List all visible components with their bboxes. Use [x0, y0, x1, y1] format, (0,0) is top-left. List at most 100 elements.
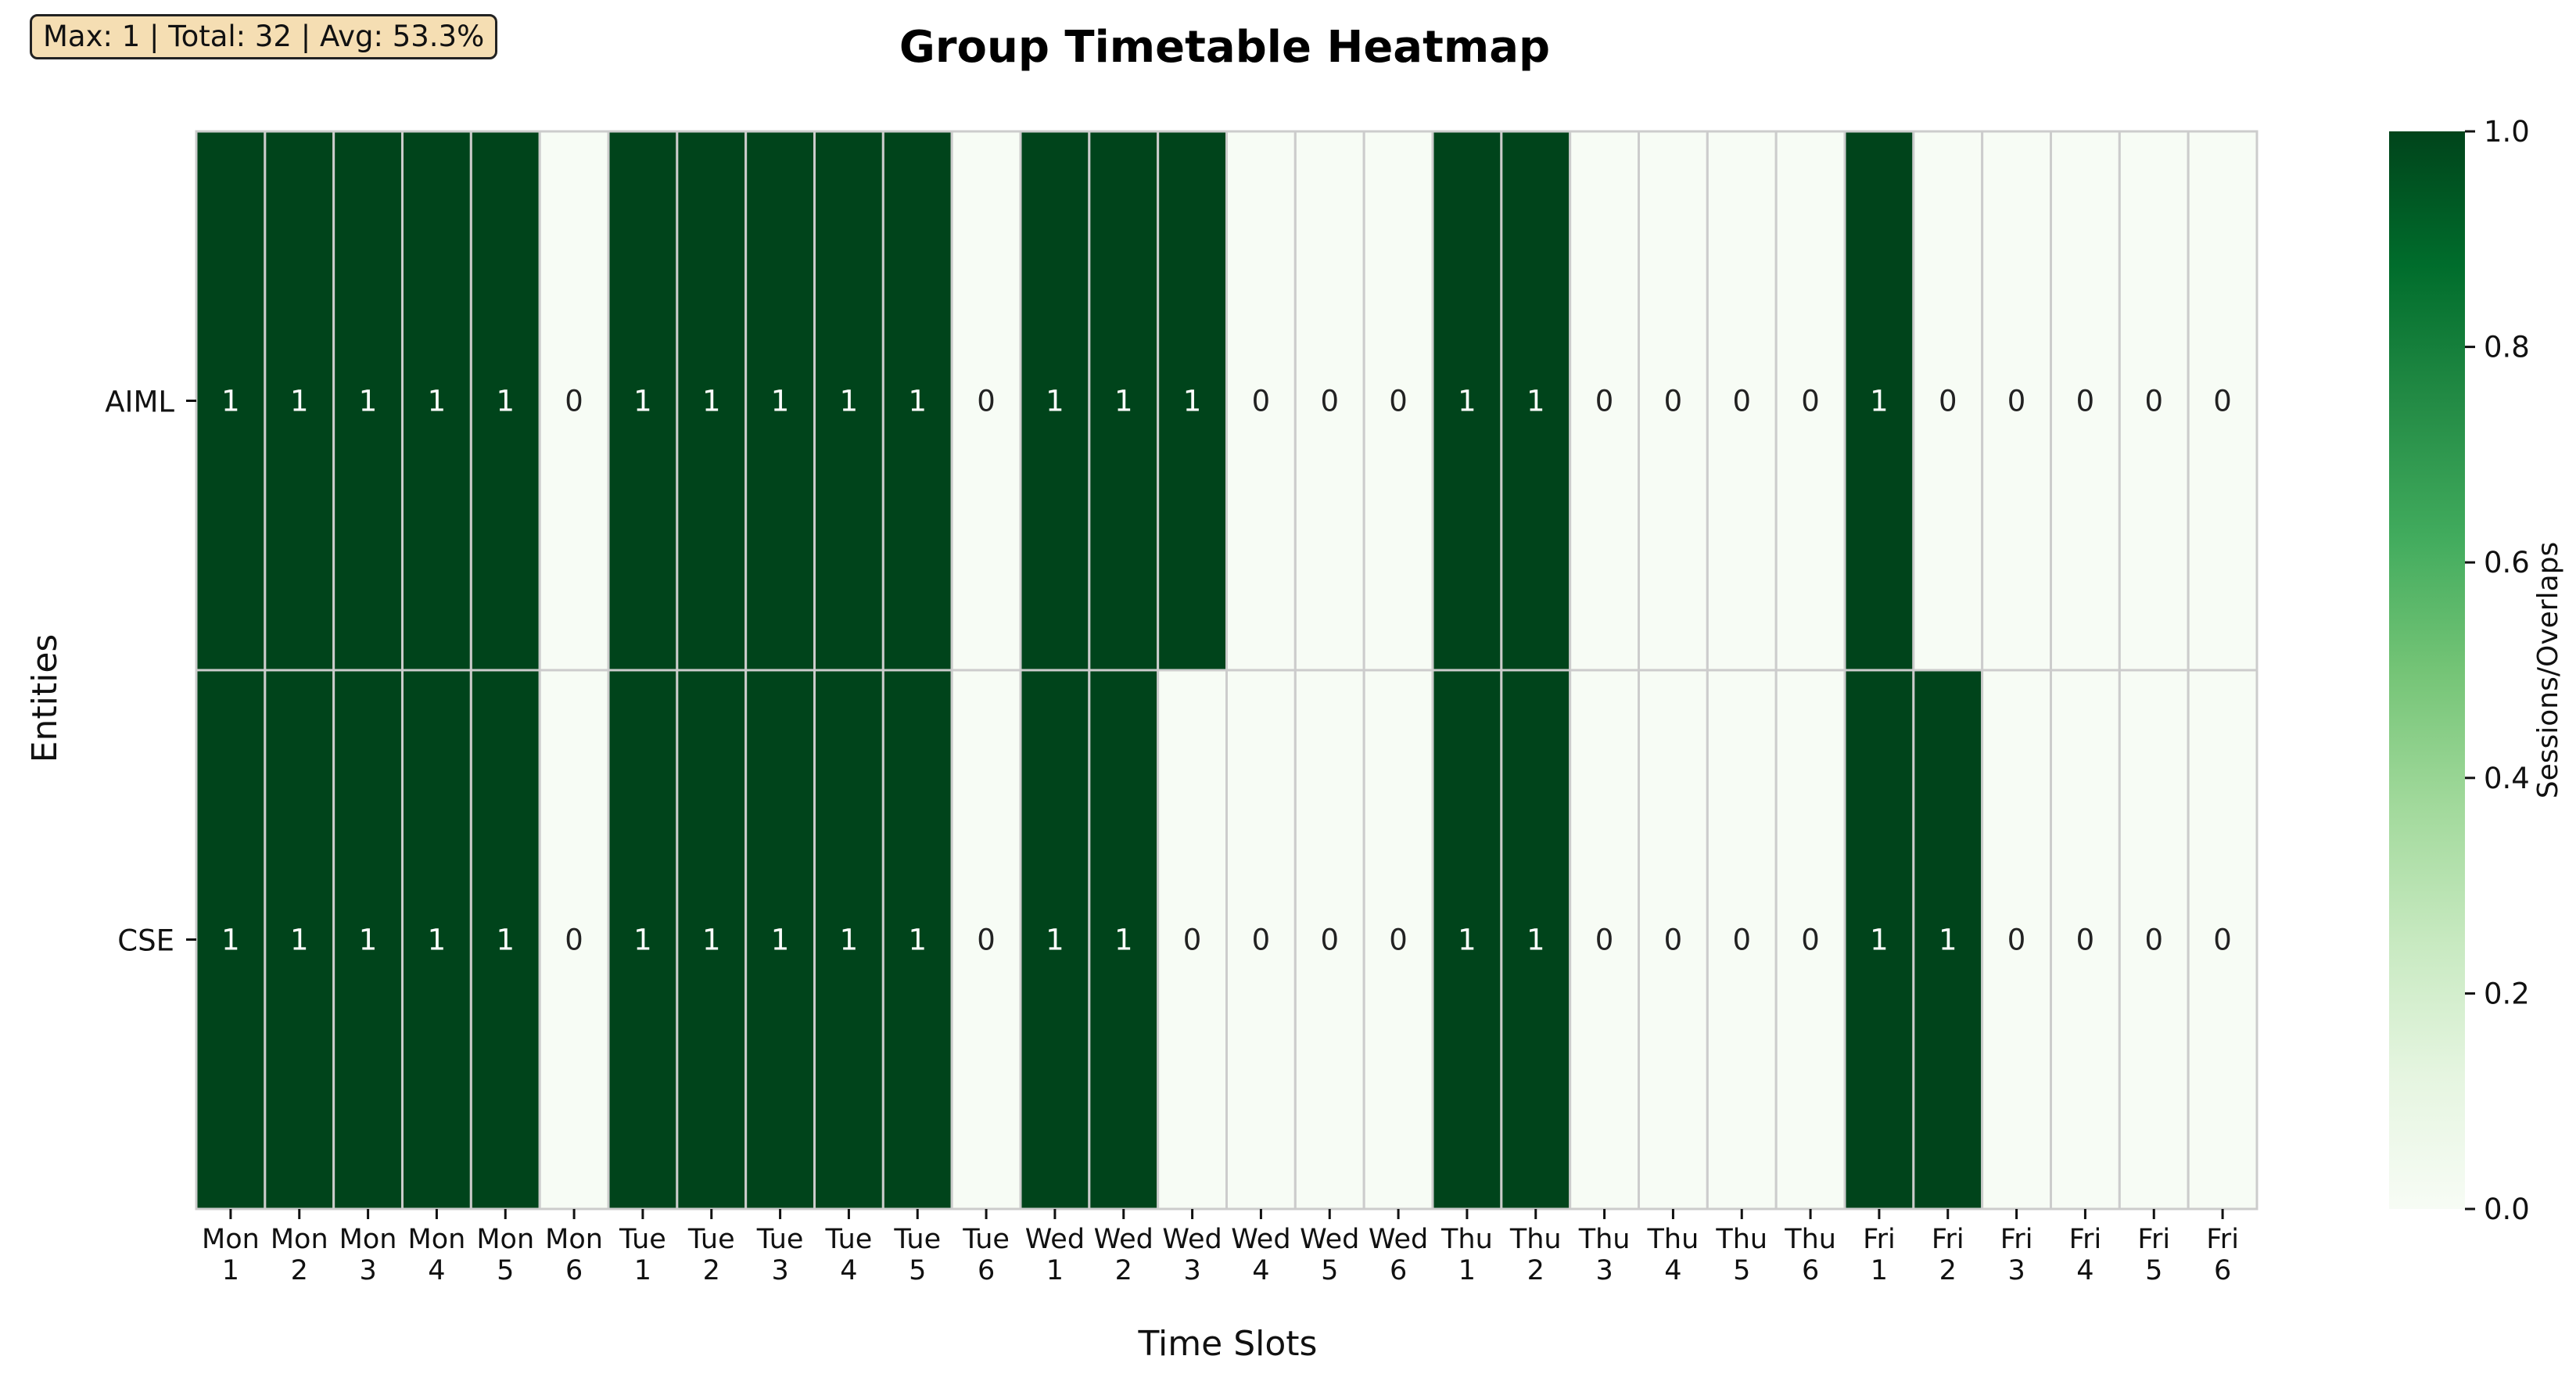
- heatmap-cell: [1912, 130, 1984, 672]
- colorbar: [2389, 131, 2465, 1209]
- heatmap-cell: [332, 130, 404, 672]
- cell-value-label: 1: [702, 924, 721, 957]
- x-tick-label: Thu 3: [1578, 1224, 1631, 1286]
- cell-value-label: 0: [1320, 385, 1339, 418]
- cell-value-label: 1: [496, 385, 515, 418]
- cell-value-label: 0: [2076, 385, 2095, 418]
- heatmap-cell: [950, 669, 1022, 1211]
- x-tick-label: Fri 1: [1863, 1224, 1896, 1286]
- x-tick-label: Thu 1: [1440, 1224, 1493, 1286]
- x-tick-label: Mon 3: [339, 1224, 397, 1286]
- cell-value-label: 1: [428, 924, 447, 957]
- cell-value-label: 1: [1458, 924, 1476, 957]
- cell-value-label: 1: [290, 924, 309, 957]
- cell-value-label: 1: [1527, 385, 1545, 418]
- cell-value-label: 0: [1939, 385, 1957, 418]
- colorbar-tick-label: 0.2: [2484, 977, 2530, 1010]
- heatmap-cell: [1225, 130, 1297, 672]
- heatmap-cell: [1019, 130, 1091, 672]
- heatmap-cell: [1638, 130, 1709, 672]
- cell-value-label: 1: [1114, 924, 1133, 957]
- heatmap-cell: [1431, 669, 1503, 1211]
- heatmap-cell: [1774, 669, 1846, 1211]
- x-tick-label: Tue 6: [962, 1224, 1010, 1286]
- heatmap-cell: [881, 130, 953, 672]
- cell-value-label: 1: [1870, 924, 1889, 957]
- cell-value-label: 1: [1458, 385, 1476, 418]
- x-tick-label: Wed 6: [1369, 1224, 1428, 1286]
- x-tick-label: Fri 4: [2069, 1224, 2102, 1286]
- cell-value-label: 1: [1183, 385, 1202, 418]
- cell-value-label: 0: [1664, 924, 1683, 957]
- heatmap-cell: [1638, 669, 1709, 1211]
- cell-value-label: 0: [977, 385, 996, 418]
- cell-value-label: 1: [359, 924, 378, 957]
- x-tick-label: Thu 4: [1647, 1224, 1699, 1286]
- x-tick-label: Tue 2: [687, 1224, 735, 1286]
- cell-value-label: 1: [1114, 385, 1133, 418]
- cell-value-label: 1: [290, 385, 309, 418]
- heatmap-cell: [264, 669, 335, 1211]
- cell-value-label: 1: [702, 385, 721, 418]
- x-tick-label: Mon 6: [545, 1224, 603, 1286]
- colorbar-label: Sessions/Overlaps: [2532, 542, 2564, 799]
- heatmap-cell: [607, 130, 679, 672]
- cell-value-label: 1: [1046, 385, 1064, 418]
- cell-value-label: 1: [633, 924, 652, 957]
- y-tick-label: CSE: [117, 924, 174, 958]
- cell-value-label: 1: [771, 385, 790, 418]
- colorbar-tick-label: 1.0: [2484, 115, 2530, 149]
- x-tick-label: Wed 4: [1231, 1224, 1290, 1286]
- heatmap-cell: [2187, 669, 2258, 1211]
- heatmap-cell: [469, 130, 541, 672]
- heatmap-cell: [1088, 669, 1160, 1211]
- cell-value-label: 0: [1252, 385, 1271, 418]
- x-tick-label: Thu 6: [1784, 1224, 1836, 1286]
- colorbar-tick-label: 0.8: [2484, 331, 2530, 364]
- heatmap-cell: [1912, 669, 1984, 1211]
- heatmap-cell: [881, 669, 953, 1211]
- cell-value-label: 0: [1320, 924, 1339, 957]
- x-tick-label: Mon 4: [408, 1224, 466, 1286]
- cell-value-label: 0: [1801, 385, 1820, 418]
- cell-value-label: 1: [633, 385, 652, 418]
- cell-value-label: 1: [1046, 924, 1064, 957]
- heatmap-cell: [1500, 669, 1572, 1211]
- cell-value-label: 1: [1527, 924, 1545, 957]
- x-tick-label: Fri 3: [2000, 1224, 2033, 1286]
- x-tick-label: Wed 1: [1025, 1224, 1085, 1286]
- heatmap-cell: [813, 669, 884, 1211]
- heatmap-cell: [950, 130, 1022, 672]
- heatmap-cell: [1569, 669, 1640, 1211]
- x-tick-label: Tue 4: [825, 1224, 873, 1286]
- cell-value-label: 1: [359, 385, 378, 418]
- cell-value-label: 0: [1389, 385, 1408, 418]
- cell-value-label: 1: [428, 385, 447, 418]
- cell-value-label: 0: [1732, 385, 1751, 418]
- cell-value-label: 0: [1595, 924, 1614, 957]
- heatmap-cell: [1981, 669, 2053, 1211]
- heatmap-cell: [744, 130, 816, 672]
- cell-value-label: 1: [840, 924, 859, 957]
- heatmap-cell: [538, 130, 610, 672]
- cell-value-label: 0: [2076, 924, 2095, 957]
- cell-value-label: 0: [1183, 924, 1202, 957]
- cell-value-label: 1: [908, 385, 927, 418]
- x-tick-label: Wed 2: [1094, 1224, 1153, 1286]
- cell-value-label: 1: [221, 924, 240, 957]
- heatmap-cell: [744, 669, 816, 1211]
- x-tick-label: Tue 5: [893, 1224, 941, 1286]
- cell-value-label: 0: [1252, 924, 1271, 957]
- heatmap-cell: [538, 669, 610, 1211]
- x-tick-label: Mon 2: [271, 1224, 328, 1286]
- stats-box: Max: 1 | Total: 32 | Avg: 53.3%: [30, 14, 498, 59]
- cell-value-label: 0: [2007, 924, 2026, 957]
- x-tick-label: Tue 1: [619, 1224, 666, 1286]
- cell-value-label: 0: [1801, 924, 1820, 957]
- cell-value-label: 0: [565, 924, 583, 957]
- heatmap-cell: [1706, 669, 1778, 1211]
- heatmap-cell: [1293, 130, 1365, 672]
- x-tick-label: Fri 6: [2206, 1224, 2239, 1286]
- cell-value-label: 0: [1595, 385, 1614, 418]
- heatmap-cell: [1981, 130, 2053, 672]
